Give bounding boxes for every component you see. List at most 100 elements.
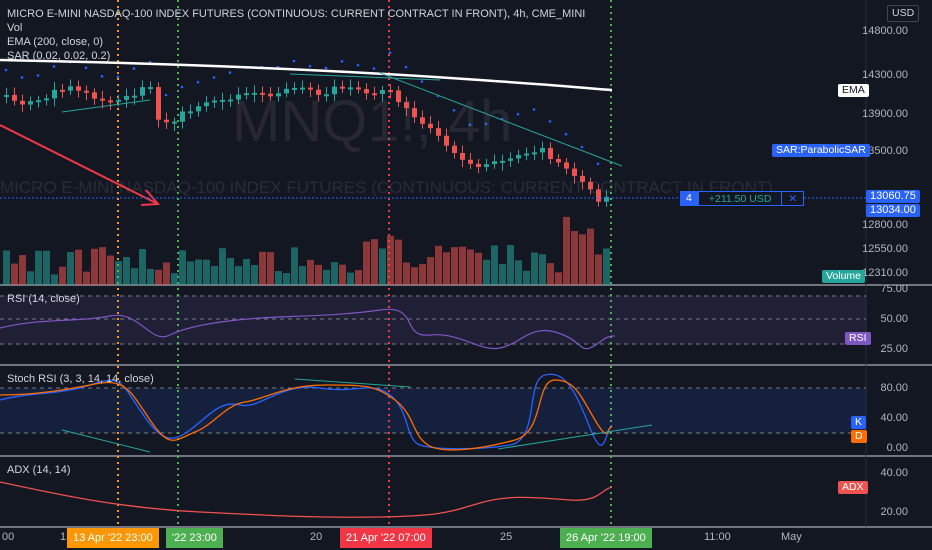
volume-bar [435, 245, 442, 285]
ema-line [0, 58, 613, 92]
sar-dot [548, 120, 552, 123]
candle-body [492, 161, 497, 165]
price-axis-label: 14300.00 [862, 69, 908, 81]
volume-bar [155, 269, 162, 285]
volume-bar [275, 271, 282, 285]
stoch-rsi-title[interactable]: Stoch RSI (3, 3, 14, 14, close) [7, 373, 154, 385]
time-marker-tag: '22 23:00 [166, 528, 223, 548]
volume-bar [547, 263, 554, 285]
volume-bar [139, 249, 146, 285]
candle-body [196, 106, 201, 112]
candle-body [356, 87, 361, 90]
volume-bar [163, 262, 170, 285]
stoch-axis-label: 40.00 [880, 412, 908, 424]
candle-body [316, 89, 321, 95]
volume-bar [227, 257, 234, 285]
candle-body [28, 101, 33, 105]
volume-bar [219, 248, 226, 285]
volume-bar [107, 255, 114, 285]
sar-dot [84, 66, 88, 70]
candle-body [452, 145, 457, 153]
current-price-tag: 13060.75 [866, 190, 920, 203]
candle-body [468, 159, 473, 164]
volume-bar [27, 271, 34, 285]
candle-body [100, 98, 105, 101]
sar-dot [356, 63, 360, 67]
volume-bar [99, 247, 106, 285]
ema-tag: EMA [838, 84, 869, 97]
sar-dot [388, 51, 392, 54]
price-axis-label: 12550.00 [862, 243, 908, 255]
volume-bar [243, 259, 250, 285]
candle-body [532, 152, 537, 155]
volume-bar [123, 256, 130, 285]
candle-body [604, 196, 609, 202]
volume-bar [371, 239, 378, 285]
candle-body [444, 135, 449, 146]
position-qty[interactable]: 4 [680, 191, 698, 206]
time-axis-label: May [781, 531, 802, 543]
candle-body [460, 152, 465, 160]
rsi-title[interactable]: RSI (14, close) [7, 293, 80, 305]
candle-body [540, 147, 545, 153]
indicator-ema-label[interactable]: EMA (200, close, 0) [7, 36, 103, 48]
candle-body [84, 90, 89, 93]
volume-bar [131, 268, 138, 285]
volume-bar [115, 261, 122, 285]
time-axis-label: 11:00 [704, 531, 731, 543]
sar-dot [36, 74, 40, 77]
currency-button[interactable]: USD [887, 5, 920, 22]
volume-bar [147, 268, 154, 285]
volume-bar [563, 216, 570, 285]
time-marker-tag: 13 Apr '22 23:00 [67, 528, 159, 548]
annotation-arrowhead [140, 189, 161, 206]
volume-bar [491, 245, 498, 285]
price-axis-label: 12800.00 [862, 219, 908, 231]
adx-tag: ADX [838, 481, 868, 494]
sar-dot [228, 71, 232, 74]
volume-bar [587, 228, 594, 285]
sar-dot [292, 59, 296, 63]
sar-dot [340, 60, 344, 63]
stoch-k-tag: K [851, 416, 867, 429]
candle-body [132, 95, 137, 98]
volume-bar [59, 266, 66, 285]
indicator-volume-label[interactable]: Vol [7, 22, 23, 34]
sar-dot [20, 76, 24, 79]
candle-body [260, 92, 265, 95]
volume-bar [403, 262, 410, 285]
volume-bar [267, 252, 274, 285]
candle-body [108, 100, 113, 103]
candle-body [212, 100, 217, 103]
volume-bar [211, 266, 218, 285]
sar-dot [132, 67, 136, 70]
stoch-trend-line [497, 424, 653, 450]
volume-bar [475, 252, 482, 285]
candle-body [4, 94, 9, 97]
volume-bar [187, 261, 194, 285]
candle-body [580, 175, 585, 182]
volume-bar [523, 270, 530, 285]
volume-bar [363, 241, 370, 285]
volume-bar [171, 273, 178, 285]
symbol-title[interactable]: MICRO E-MINI NASDAQ-100 INDEX FUTURES (C… [7, 8, 586, 20]
candle-body [12, 94, 17, 101]
candle-body [476, 163, 481, 168]
sar-dot [532, 108, 536, 111]
time-axis-label: 00 [2, 531, 15, 543]
stoch-axis-label: 0.00 [886, 442, 908, 454]
volume-bar [195, 259, 202, 285]
indicator-sar-label[interactable]: SAR (0.02, 0.02, 0.2) [7, 50, 111, 62]
position-close-button[interactable]: ✕ [782, 191, 805, 206]
candle-body [596, 189, 601, 202]
rsi-line [0, 308, 616, 350]
trend-line [61, 99, 151, 113]
sar-dot [180, 85, 184, 89]
volume-bar [203, 259, 210, 285]
position-pnl[interactable]: +211.50 USD [697, 191, 783, 206]
adx-title[interactable]: ADX (14, 14) [7, 464, 71, 476]
candle-body [284, 88, 289, 94]
position-widget[interactable]: 4 +211.50 USD ✕ [680, 191, 805, 206]
